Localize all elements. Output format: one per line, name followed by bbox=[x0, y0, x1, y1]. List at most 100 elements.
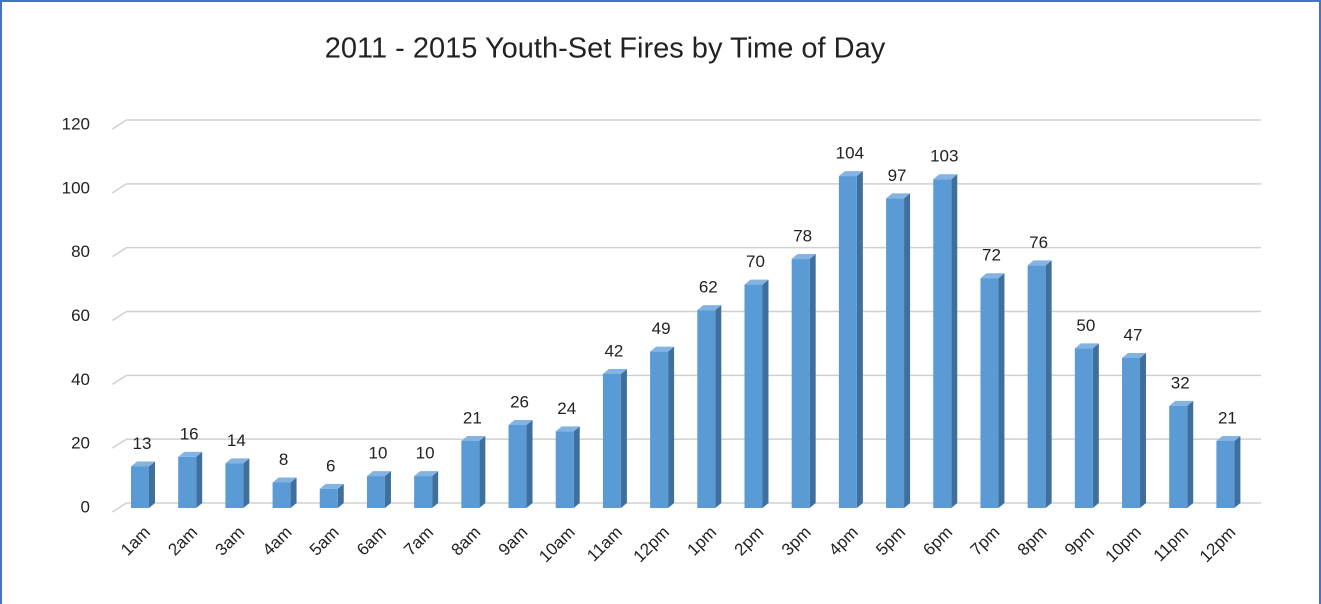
bar-top bbox=[791, 254, 816, 260]
bar-front bbox=[933, 179, 952, 508]
y-tick-label: 20 bbox=[71, 434, 90, 453]
bar-top bbox=[602, 368, 627, 374]
data-label: 50 bbox=[1076, 316, 1095, 335]
y-tick-label: 40 bbox=[71, 370, 90, 389]
bar-top bbox=[933, 174, 958, 180]
bar-side bbox=[951, 174, 958, 508]
data-label: 70 bbox=[746, 252, 765, 271]
bar-top bbox=[130, 461, 155, 467]
bar-front bbox=[225, 463, 244, 508]
bar-side bbox=[762, 279, 769, 508]
bar bbox=[508, 420, 533, 508]
data-label: 104 bbox=[836, 144, 864, 163]
bar-side bbox=[1092, 343, 1099, 508]
bar-front bbox=[1169, 405, 1188, 508]
data-label: 49 bbox=[652, 319, 671, 338]
bar bbox=[414, 471, 439, 508]
bar-side bbox=[384, 471, 391, 508]
bar-front bbox=[980, 278, 999, 508]
bar-side bbox=[668, 346, 675, 508]
grid-line-depth bbox=[111, 183, 127, 194]
bar-front bbox=[886, 198, 905, 509]
data-label: 16 bbox=[180, 424, 199, 443]
bar-front bbox=[697, 310, 716, 508]
bar-front bbox=[272, 482, 291, 508]
bar-front bbox=[791, 259, 810, 508]
y-tick-label: 0 bbox=[81, 497, 90, 516]
y-tick-label: 120 bbox=[62, 114, 90, 133]
bar-side bbox=[1234, 435, 1241, 508]
bar-front bbox=[414, 476, 433, 508]
bar-top bbox=[650, 346, 675, 352]
bar-side bbox=[290, 477, 297, 508]
bar bbox=[225, 458, 250, 508]
bar bbox=[1027, 260, 1052, 508]
bar-side bbox=[432, 471, 439, 508]
bar bbox=[886, 193, 911, 509]
bar bbox=[319, 483, 344, 508]
bar-front bbox=[1216, 440, 1235, 508]
bar-side bbox=[715, 305, 722, 508]
bar-side bbox=[998, 273, 1005, 508]
bar-top bbox=[555, 426, 580, 432]
bar bbox=[744, 279, 769, 508]
data-label: 76 bbox=[1029, 233, 1048, 252]
bar bbox=[791, 254, 816, 508]
data-label: 78 bbox=[793, 227, 812, 246]
bar-front bbox=[508, 425, 527, 508]
grid-line-depth bbox=[111, 247, 127, 258]
bar-front bbox=[366, 476, 385, 508]
data-label: 21 bbox=[1218, 408, 1237, 427]
bar-side bbox=[196, 451, 203, 508]
bar-side bbox=[1187, 400, 1194, 508]
bar-front bbox=[1027, 265, 1046, 508]
bar-side bbox=[337, 483, 344, 508]
data-label: 47 bbox=[1124, 325, 1143, 344]
bar-side bbox=[148, 461, 155, 508]
data-label: 26 bbox=[510, 393, 529, 412]
data-label: 14 bbox=[227, 431, 246, 450]
data-label: 42 bbox=[604, 341, 623, 360]
chart-title: 2011 - 2015 Youth-Set Fires by Time of D… bbox=[325, 33, 886, 65]
data-label: 8 bbox=[279, 450, 288, 469]
bar-side bbox=[1140, 352, 1147, 508]
bar-side bbox=[856, 171, 863, 509]
data-label: 24 bbox=[557, 399, 576, 418]
bar-top bbox=[1027, 260, 1052, 266]
bar-side bbox=[620, 368, 627, 508]
bar-top bbox=[744, 279, 769, 285]
bar-top bbox=[838, 171, 863, 177]
bar-front bbox=[838, 176, 857, 509]
data-label: 10 bbox=[416, 444, 435, 463]
bar-front bbox=[1074, 348, 1093, 508]
bar-front bbox=[319, 488, 338, 508]
bar-front bbox=[650, 351, 669, 508]
bar bbox=[1074, 343, 1099, 508]
bar-side bbox=[573, 426, 580, 508]
grid-line-depth bbox=[111, 502, 127, 513]
bar-top bbox=[980, 273, 1005, 279]
bar-front bbox=[555, 431, 574, 508]
data-label: 6 bbox=[326, 456, 335, 475]
data-label: 62 bbox=[699, 278, 718, 297]
bar bbox=[602, 368, 627, 508]
bar bbox=[461, 435, 486, 508]
bar bbox=[838, 171, 863, 509]
data-label: 10 bbox=[368, 444, 387, 463]
bar-top bbox=[178, 451, 203, 457]
bar bbox=[366, 471, 391, 508]
bar bbox=[650, 346, 675, 508]
grid-line-depth bbox=[111, 119, 127, 130]
bar-front bbox=[130, 466, 149, 508]
bar-top bbox=[697, 305, 722, 311]
bar-side bbox=[904, 193, 911, 509]
data-label: 97 bbox=[888, 166, 907, 185]
bar-side bbox=[526, 420, 533, 508]
data-label: 72 bbox=[982, 246, 1001, 265]
y-tick-label: 100 bbox=[62, 178, 90, 197]
bar-top bbox=[1122, 352, 1147, 358]
bar-top bbox=[272, 477, 297, 483]
bar-top bbox=[461, 435, 486, 441]
bar bbox=[933, 174, 958, 508]
